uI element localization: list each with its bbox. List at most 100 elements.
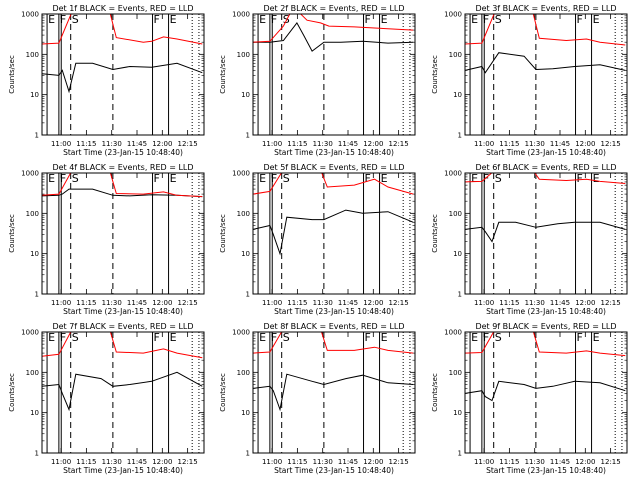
x-axis-label: Start Time (23-Jan-15 10:48:40) <box>486 466 606 475</box>
x-tick-label: 12:15 <box>178 140 198 148</box>
x-tick-label: 12:15 <box>178 458 198 466</box>
event-marker: F <box>60 172 66 185</box>
y-axis-label: Counts/sec <box>219 214 227 253</box>
x-tick-label: 11:45 <box>127 458 147 466</box>
x-tick-label: 12:00 <box>575 140 595 148</box>
event-marker: S <box>283 172 290 185</box>
y-tick-label: 10 <box>30 250 39 258</box>
y-axis-label: Counts/sec <box>219 373 227 412</box>
panel-det-9: Det 9f BLACK = Events, RED = LLD 1 10 100 10… <box>431 322 628 475</box>
y-tick-label: 10 <box>453 91 462 99</box>
x-tick-label: 11:30 <box>313 299 333 307</box>
y-tick-label: 1 <box>458 291 462 299</box>
y-tick-label: 1 <box>458 132 462 140</box>
series-events-line <box>465 221 626 243</box>
x-tick-label: 11:45 <box>550 299 570 307</box>
y-tick-label: 100 <box>237 210 250 218</box>
panel-title: Det 6f BLACK = Events, RED = LLD <box>475 163 616 172</box>
y-tick-label: 1 <box>246 291 250 299</box>
series-events-line <box>42 62 203 94</box>
x-tick-label: 12:15 <box>389 299 409 307</box>
event-marker: E <box>471 13 478 26</box>
x-tick-label: 12:15 <box>389 140 409 148</box>
x-axis-label: Start Time (23-Jan-15 10:48:40) <box>274 466 394 475</box>
x-tick-label: 11:00 <box>474 458 494 466</box>
x-tick-label: 11:45 <box>127 299 147 307</box>
event-marker: E <box>593 172 600 185</box>
x-tick-label: 11:45 <box>338 140 358 148</box>
x-tick-label: 11:45 <box>338 458 358 466</box>
x-tick-label: 11:45 <box>127 140 147 148</box>
plot-frame <box>464 172 628 295</box>
event-marker: F <box>154 13 160 26</box>
event-marker: E <box>259 172 266 185</box>
event-marker: S <box>72 331 79 344</box>
x-axis-label: Start Time (23-Jan-15 10:48:40) <box>63 466 183 475</box>
event-marker: F <box>365 331 371 344</box>
x-axis-label: Start Time (23-Jan-15 10:48:40) <box>63 307 183 316</box>
panel-det-4: Det 4f BLACK = Events, RED = LLD 1 10 100 10… <box>8 163 205 316</box>
y-tick-label: 100 <box>26 210 39 218</box>
y-tick-label: 100 <box>449 369 462 377</box>
x-tick-label: 11:15 <box>76 140 96 148</box>
y-axis-label: Counts/sec <box>8 373 16 412</box>
event-marker: F <box>60 13 66 26</box>
panel-title: Det 7f BLACK = Events, RED = LLD <box>52 322 193 331</box>
y-tick-label: 1 <box>35 132 39 140</box>
event-marker: S <box>72 13 79 26</box>
event-marker: E <box>48 331 55 344</box>
x-tick-label: 12:00 <box>152 299 172 307</box>
x-tick-label: 12:15 <box>601 140 621 148</box>
series-events-line <box>42 188 203 198</box>
event-marker: F <box>154 172 160 185</box>
x-tick-label: 11:00 <box>51 140 71 148</box>
event-marker: F <box>365 13 371 26</box>
series-lld-line <box>465 14 626 46</box>
event-marker: E <box>381 172 388 185</box>
plot-frame <box>252 172 416 295</box>
y-tick-label: 1 <box>35 450 39 458</box>
event-marker: E <box>593 331 600 344</box>
y-tick-label: 10 <box>453 250 462 258</box>
y-tick-label: 100 <box>449 210 462 218</box>
event-marker: E <box>170 331 177 344</box>
series-events-line <box>465 52 626 74</box>
panel-title: Det 5f BLACK = Events, RED = LLD <box>263 163 404 172</box>
y-tick-label: 1000 <box>444 329 462 337</box>
plot-frame <box>464 331 628 454</box>
event-marker: F <box>271 13 277 26</box>
event-marker: E <box>48 13 55 26</box>
y-tick-label: 1000 <box>21 329 39 337</box>
x-tick-label: 11:15 <box>287 299 307 307</box>
y-tick-label: 100 <box>26 51 39 59</box>
event-marker: F <box>271 172 277 185</box>
x-tick-label: 11:15 <box>499 299 519 307</box>
y-tick-label: 1000 <box>444 11 462 19</box>
y-tick-label: 10 <box>30 91 39 99</box>
y-tick-label: 100 <box>237 51 250 59</box>
series-events-line <box>253 21 414 52</box>
plot-frame <box>252 331 416 454</box>
plot-frame <box>41 13 205 136</box>
x-tick-label: 12:15 <box>601 458 621 466</box>
series-lld-line <box>42 14 203 45</box>
series-events-line <box>465 380 626 402</box>
event-marker: F <box>577 13 583 26</box>
event-marker: S <box>495 331 502 344</box>
y-tick-label: 10 <box>30 409 39 417</box>
plot-frame <box>464 13 628 136</box>
panel-det-7: Det 7f BLACK = Events, RED = LLD 1 10 100 10… <box>8 322 205 475</box>
y-tick-label: 1000 <box>232 170 250 178</box>
y-tick-label: 10 <box>241 409 250 417</box>
series-lld-line <box>465 173 626 184</box>
x-tick-label: 11:00 <box>474 140 494 148</box>
y-axis-label: Counts/sec <box>8 214 16 253</box>
x-tick-label: 12:00 <box>575 299 595 307</box>
x-tick-label: 11:15 <box>499 140 519 148</box>
event-marker: E <box>381 13 388 26</box>
x-tick-label: 11:30 <box>102 458 122 466</box>
plot-frame <box>41 331 205 454</box>
y-tick-label: 1000 <box>444 170 462 178</box>
event-marker: F <box>577 172 583 185</box>
